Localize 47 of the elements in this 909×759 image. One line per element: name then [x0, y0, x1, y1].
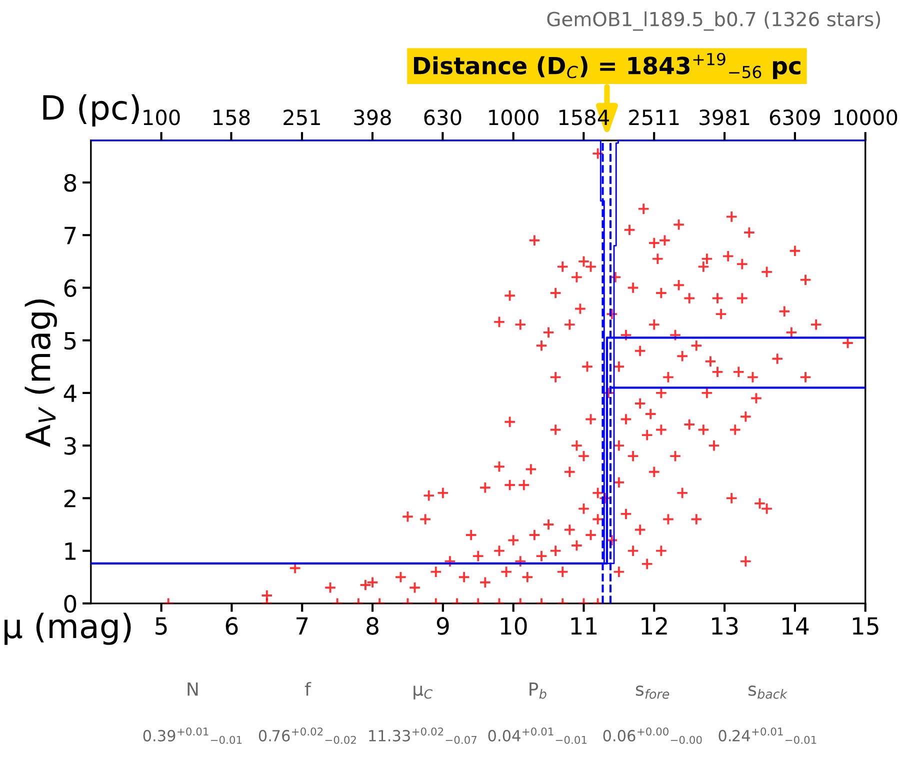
y-tick-label: 4: [64, 384, 76, 402]
y-tick-label: 2: [64, 490, 76, 508]
x-tick-label: 12: [642, 617, 667, 635]
y-tick-label: 7: [64, 226, 76, 244]
text: 0.24$^{+0.01}$$_{−0.01}$: [718, 727, 816, 744]
x2-tick-label: 100: [144, 110, 180, 126]
x-tick-label: 10: [500, 617, 527, 635]
x-tick-label: 7: [296, 617, 308, 635]
x-tick-label: 11: [571, 617, 597, 635]
text: s$_{back}$: [748, 686, 788, 699]
text: Distance (D$_{C}$) = 1843$^{+19}$$_{−56}$ pc: [414, 52, 800, 80]
x2-tick-label: 2511: [629, 110, 679, 126]
x2-tick-label: 10000: [834, 110, 898, 126]
x2-tick-label: 398: [354, 110, 391, 126]
x-tick-label: 6: [226, 617, 238, 635]
y-axis-title: A$_{V}$ (mag): [24, 299, 58, 447]
y-tick-label: 8: [64, 174, 76, 192]
x-tick-label: 9: [436, 617, 449, 635]
text: μ$_{C}$: [414, 686, 433, 700]
x-axis-title: μ (mag): [4, 612, 131, 645]
x2-tick-label: 6309: [770, 110, 820, 126]
x-tick-label: 8: [366, 617, 378, 635]
chart-title: GemOB1_l189.5_b0.7 (1326 stars): [547, 11, 880, 31]
text: 11.33$^{+0.02}$$_{−0.07}$: [369, 727, 477, 744]
x-tick-label: 14: [782, 617, 809, 635]
x2-axis-title: D (pc): [43, 94, 139, 127]
x-tick-label: 13: [712, 617, 738, 635]
y-tick-label: 3: [64, 437, 76, 455]
text: 0.76$^{+0.02}$$_{−0.02}$: [258, 727, 356, 744]
x2-tick-label: 1000: [489, 110, 538, 126]
y-tick-label: 0: [64, 594, 76, 613]
text: 0.06$^{+0.00}$$_{−0.00}$: [603, 727, 702, 744]
x2-tick-label: 158: [214, 110, 250, 126]
y-tick-label: 5: [64, 332, 76, 350]
text: 0.04$^{+0.01}$$_{−0.01}$: [488, 727, 587, 744]
x-tick-label: 15: [852, 617, 878, 635]
text: 0.39$^{+0.01}$$_{−0.01}$: [143, 727, 242, 744]
x-tick-label: 5: [156, 617, 167, 635]
x2-tick-label: 251: [284, 110, 320, 126]
text: f: [304, 682, 312, 696]
x2-tick-label: 630: [424, 110, 462, 126]
text: P$_{b}$: [530, 682, 546, 699]
x2-tick-label: 3981: [700, 110, 750, 126]
text: N: [188, 682, 198, 696]
y-tick-label: 1: [65, 542, 76, 560]
text: s$_{fore}$: [636, 686, 670, 699]
y-tick-label: 6: [64, 279, 76, 298]
